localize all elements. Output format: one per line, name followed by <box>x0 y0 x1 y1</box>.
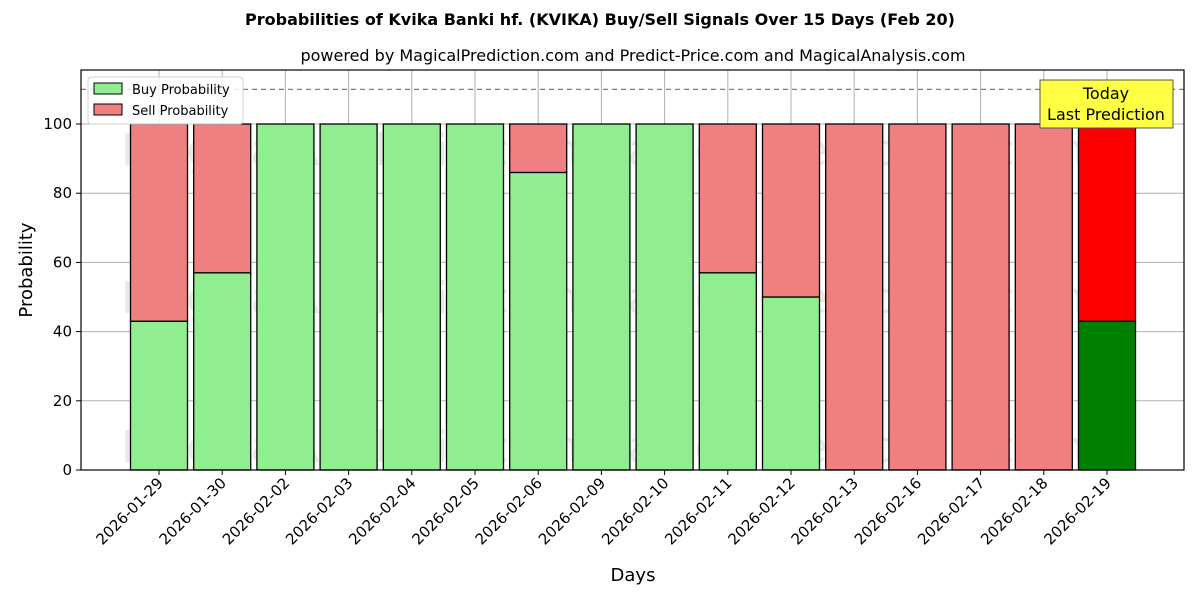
bar-group-2026-02-09 <box>572 123 631 471</box>
x-tick-label: 2026-02-18 <box>977 474 1051 548</box>
buy-bar <box>129 320 189 471</box>
x-tick-label: 2026-01-29 <box>92 474 166 548</box>
bar-group-2026-01-29 <box>129 123 189 471</box>
legend-buy-label: Buy Probability <box>132 83 230 98</box>
annotation-line-2: Last Prediction <box>1047 105 1165 124</box>
y-axis-label: Probability <box>16 222 37 317</box>
sell-bar <box>888 123 947 471</box>
buy-bar <box>319 123 378 471</box>
sell-bar <box>1077 123 1137 322</box>
buy-bar <box>382 123 441 471</box>
x-tick-label: 2026-02-06 <box>472 474 546 548</box>
y-tick-label: 60 <box>53 253 72 271</box>
today-annotation: Today Last Prediction <box>1039 79 1174 129</box>
chart-subtitle: powered by MagicalPrediction.com and Pre… <box>300 46 966 65</box>
x-tick-label: 2026-02-04 <box>345 474 419 548</box>
buy-bar <box>509 171 568 471</box>
bar-group-2026-01-30 <box>193 123 252 471</box>
buy-bar <box>193 272 252 471</box>
legend-sell-label: Sell Probability <box>132 104 229 119</box>
x-tick-label: 2026-02-05 <box>408 474 482 548</box>
legend: Buy Probability Sell Probability <box>87 76 244 125</box>
sell-bar <box>761 123 821 298</box>
x-axis: 2026-01-292026-01-302026-02-022026-02-03… <box>92 470 1115 548</box>
buy-bar <box>1077 320 1137 471</box>
y-tick-label: 40 <box>53 323 72 341</box>
bar-group-2026-02-06 <box>509 123 568 471</box>
x-tick-label: 2026-02-02 <box>219 474 293 548</box>
x-tick-label: 2026-01-30 <box>156 474 230 548</box>
legend-sell-swatch <box>93 103 123 116</box>
buy-bar <box>572 123 631 471</box>
sell-bar <box>129 123 189 322</box>
buy-bar <box>445 123 505 471</box>
sell-bar <box>951 123 1010 471</box>
sell-bar <box>509 123 568 174</box>
y-tick-label: 20 <box>53 392 72 410</box>
x-tick-label: 2026-02-12 <box>724 474 798 548</box>
x-tick-label: 2026-02-13 <box>788 474 862 548</box>
bar-group-2026-02-17 <box>951 123 1010 471</box>
x-tick-label: 2026-02-11 <box>661 474 735 548</box>
x-tick-label: 2026-02-10 <box>598 474 672 548</box>
bar-group-2026-02-04 <box>382 123 441 471</box>
x-tick-label: 2026-02-16 <box>851 474 925 548</box>
y-tick-label: 0 <box>62 461 72 479</box>
x-axis-label: Days <box>611 565 656 586</box>
bars <box>129 123 1137 471</box>
bar-group-2026-02-10 <box>635 123 694 471</box>
buy-bar <box>635 123 694 471</box>
y-tick-label: 80 <box>53 184 72 202</box>
bar-group-2026-02-03 <box>319 123 378 471</box>
annotation-line-1: Today <box>1082 84 1129 103</box>
bar-group-2026-02-16 <box>888 123 947 471</box>
bar-group-2026-02-02 <box>256 123 315 471</box>
y-axis: 0 20 40 60 80 100 <box>43 115 81 479</box>
y-tick-label: 100 <box>43 115 72 133</box>
sell-bar <box>698 123 757 274</box>
bar-group-2026-02-18 <box>1014 123 1073 471</box>
chart-title: Probabilities of Kvika Banki hf. (KVIKA)… <box>245 10 955 29</box>
sell-bar <box>193 123 252 274</box>
bar-group-2026-02-13 <box>825 123 884 471</box>
bar-group-2026-02-12 <box>761 123 821 471</box>
bar-group-2026-02-19 <box>1077 123 1137 471</box>
buy-bar <box>761 296 821 471</box>
x-tick-label: 2026-02-17 <box>914 474 988 548</box>
buy-bar <box>698 272 757 471</box>
bar-group-2026-02-11 <box>698 123 757 471</box>
sell-bar <box>1014 123 1073 471</box>
x-tick-label: 2026-02-19 <box>1040 474 1114 548</box>
buy-bar <box>256 123 315 471</box>
bar-group-2026-02-05 <box>445 123 505 471</box>
x-tick-label: 2026-02-03 <box>282 474 356 548</box>
x-tick-label: 2026-02-09 <box>535 474 609 548</box>
sell-bar <box>825 123 884 471</box>
plot-frame <box>80 69 1185 471</box>
legend-buy-swatch <box>93 82 123 95</box>
